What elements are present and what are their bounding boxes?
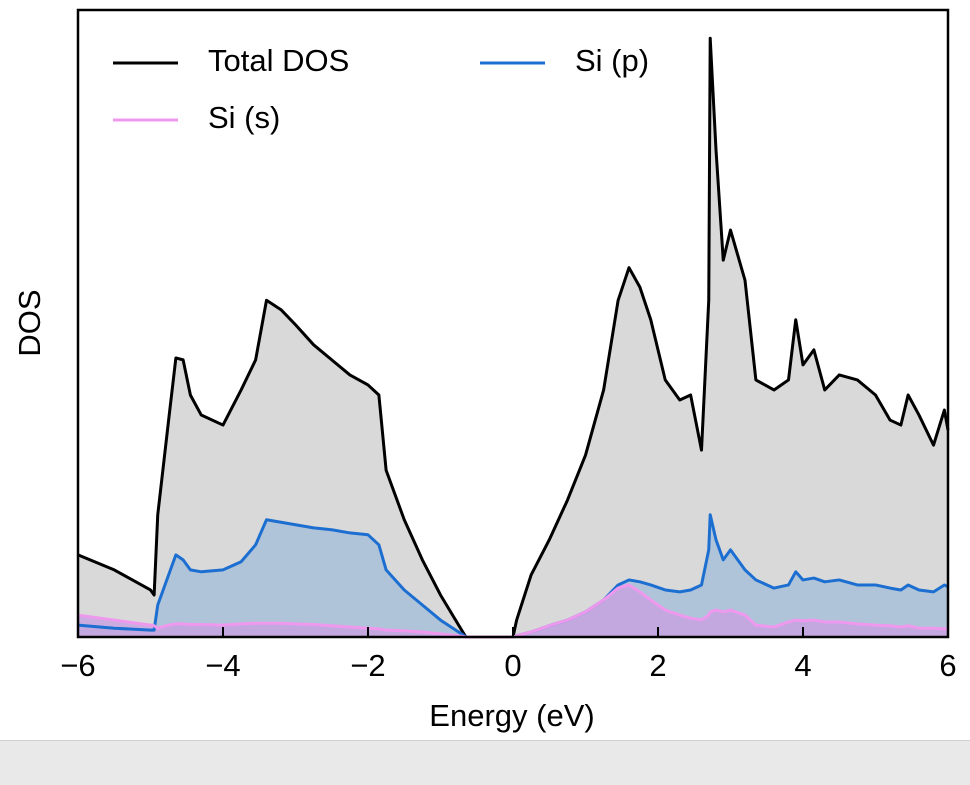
legend-label: Si (p): [575, 43, 649, 78]
x-tick-label: 4: [794, 648, 811, 683]
x-axis-label: Energy (eV): [429, 698, 594, 733]
series-line: [77, 36, 950, 639]
series-line: [77, 583, 948, 639]
chart: Energy (eV) DOS −6 −4 −2 0 2 4 6 Total DOS Si (s…: [12, 8, 957, 733]
area-fill: [78, 514, 948, 637]
x-tick-label: −4: [205, 648, 240, 683]
x-tick-label: −6: [60, 648, 95, 683]
legend-label: Total DOS: [208, 43, 349, 78]
area-fill: [78, 38, 948, 637]
x-tick-label: −2: [350, 648, 385, 683]
x-tick-label: 2: [649, 648, 666, 683]
x-tick-label: 0: [504, 648, 521, 683]
legend-label: Si (s): [208, 100, 280, 135]
y-axis-label: DOS: [12, 289, 47, 356]
window-bottom-bar: [0, 740, 970, 785]
x-tick-label: 6: [939, 648, 956, 683]
